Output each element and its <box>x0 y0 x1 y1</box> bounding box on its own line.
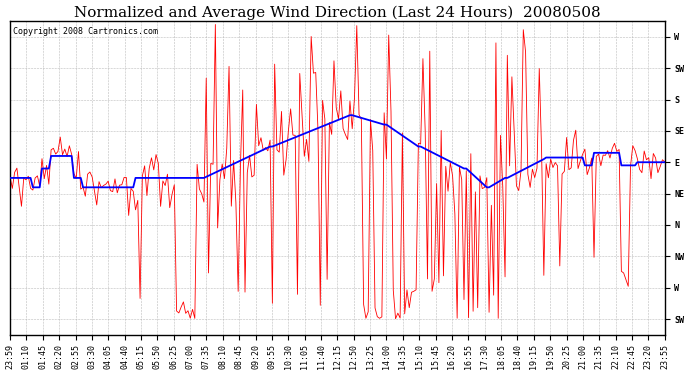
Text: Copyright 2008 Cartronics.com: Copyright 2008 Cartronics.com <box>13 27 158 36</box>
Title: Normalized and Average Wind Direction (Last 24 Hours)  20080508: Normalized and Average Wind Direction (L… <box>74 6 601 20</box>
